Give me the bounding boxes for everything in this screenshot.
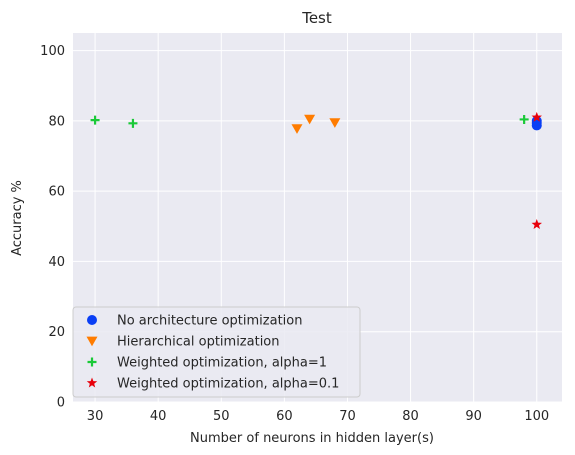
- chart-title: Test: [301, 9, 332, 27]
- legend: No architecture optimization Hierarchical…: [72, 306, 361, 398]
- y-axis-label: Accuracy %: [10, 180, 25, 256]
- x-axis-label: Number of neurons in hidden layer(s): [190, 431, 434, 446]
- data-markers: [90, 111, 542, 229]
- data-point: [329, 118, 341, 128]
- data-point: [128, 118, 138, 128]
- y-tick-label: 60: [48, 185, 65, 200]
- y-tick-label: 20: [48, 325, 65, 340]
- y-tick-label: 0: [57, 396, 65, 411]
- data-point: [291, 124, 303, 134]
- data-point: [519, 114, 529, 124]
- x-tick-label: 60: [276, 409, 293, 424]
- x-tick-label: 80: [402, 409, 419, 424]
- legend-marker: [87, 315, 97, 325]
- x-tick-label: 90: [465, 409, 482, 424]
- y-tick-label: 80: [48, 114, 65, 129]
- x-tick-label: 30: [87, 409, 104, 424]
- data-point: [90, 115, 100, 125]
- data-point: [304, 114, 316, 125]
- data-point: [531, 111, 542, 122]
- tick-labels: 30 40 50 60 70 80 90 100 0 20 40 60 80 100: [40, 44, 549, 424]
- legend-box: [72, 306, 361, 398]
- legend-marker: [87, 357, 97, 367]
- x-tick-label: 40: [150, 409, 167, 424]
- legend-label: No architecture optimization: [117, 314, 303, 329]
- y-tick-label: 100: [40, 44, 65, 59]
- x-tick-label: 70: [339, 409, 356, 424]
- data-point: [531, 219, 542, 229]
- y-tick-label: 40: [48, 255, 65, 270]
- legend-label: Weighted optimization, alpha=0.1: [117, 377, 339, 392]
- legend-marker: [86, 377, 98, 388]
- x-tick-label: 50: [213, 409, 230, 424]
- legend-marker: [86, 336, 98, 347]
- legend-label: Weighted optimization, alpha=1: [117, 356, 327, 371]
- legend-label: Hierarchical optimization: [117, 335, 280, 350]
- x-tick-label: 100: [524, 409, 549, 424]
- data-point: [531, 115, 542, 126]
